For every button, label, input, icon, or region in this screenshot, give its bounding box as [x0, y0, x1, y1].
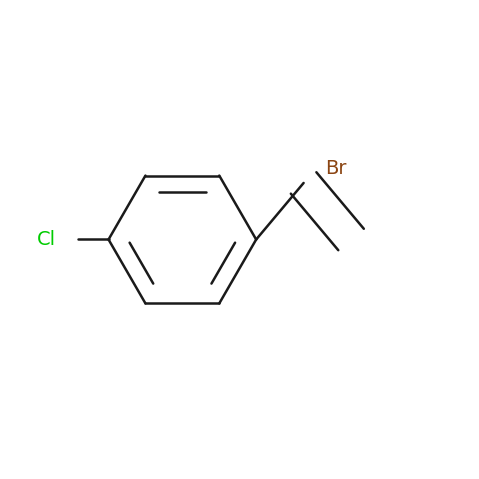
- Text: Br: Br: [325, 159, 346, 178]
- Text: Cl: Cl: [37, 230, 56, 249]
